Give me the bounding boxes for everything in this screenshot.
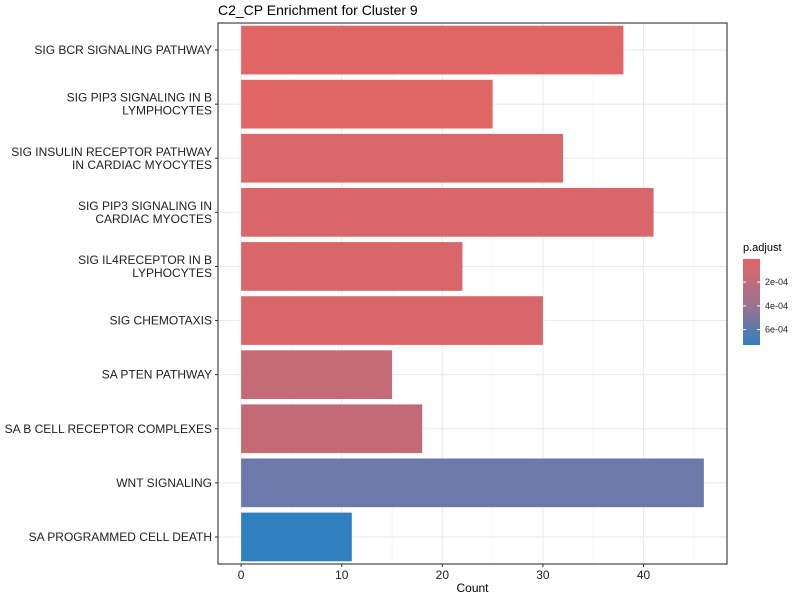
x-tick-label: 30 (536, 568, 550, 582)
bar (241, 296, 543, 345)
bar (241, 404, 423, 454)
category-label: SA PROGRAMMED CELL DEATH (29, 530, 212, 544)
legend-title: p.adjust (743, 242, 782, 254)
category-label: SIG INSULIN RECEPTOR PATHWAY IN CARDIAC M… (11, 145, 212, 172)
bar (241, 512, 352, 562)
category-label: SIG PIP3 SIGNALING IN CARDIAC MYOCTES (78, 199, 212, 226)
x-tick-label: 20 (436, 568, 450, 582)
bar (241, 25, 624, 75)
legend-tick-label: 2e-04 (765, 277, 788, 287)
panel-border (217, 22, 728, 565)
category-label: SIG CHEMOTAXIS (110, 314, 212, 328)
category-label: SA PTEN PATHWAY (102, 368, 212, 382)
legend-tick-label: 4e-04 (765, 301, 788, 311)
category-label: SIG IL4RECEPTOR IN B LYPHOCYTES (78, 253, 212, 280)
category-label: SIG BCR SIGNALING PATHWAY (34, 43, 212, 57)
chart-title: C2_CP Enrichment for Cluster 9 (218, 2, 418, 18)
legend-tick-label: 6e-04 (765, 325, 788, 335)
category-label: SIG PIP3 SIGNALING IN B LYMPHOCYTES (67, 91, 212, 118)
x-axis-title: Count (456, 581, 489, 595)
plot-panel (217, 22, 728, 565)
x-axis-ticks: 0 10 20 30 40 (238, 564, 651, 582)
category-label: SA B CELL RECEPTOR COMPLEXES (5, 422, 212, 436)
x-tick-label: 0 (238, 568, 245, 582)
color-legend: p.adjust 2e-04 4e-04 6e-04 (743, 242, 788, 345)
bar (241, 133, 564, 183)
category-label: WNT SIGNALING (116, 476, 212, 490)
bar (241, 79, 493, 129)
x-tick-label: 10 (335, 568, 349, 582)
legend-colorbar (743, 259, 760, 345)
y-axis-labels: SIG BCR SIGNALING PATHWAY SIG PIP3 SIGNAL… (5, 43, 218, 544)
bar (241, 188, 654, 237)
x-tick-label: 40 (637, 568, 651, 582)
bar (241, 242, 463, 291)
bar (241, 458, 704, 508)
bar (241, 350, 393, 399)
